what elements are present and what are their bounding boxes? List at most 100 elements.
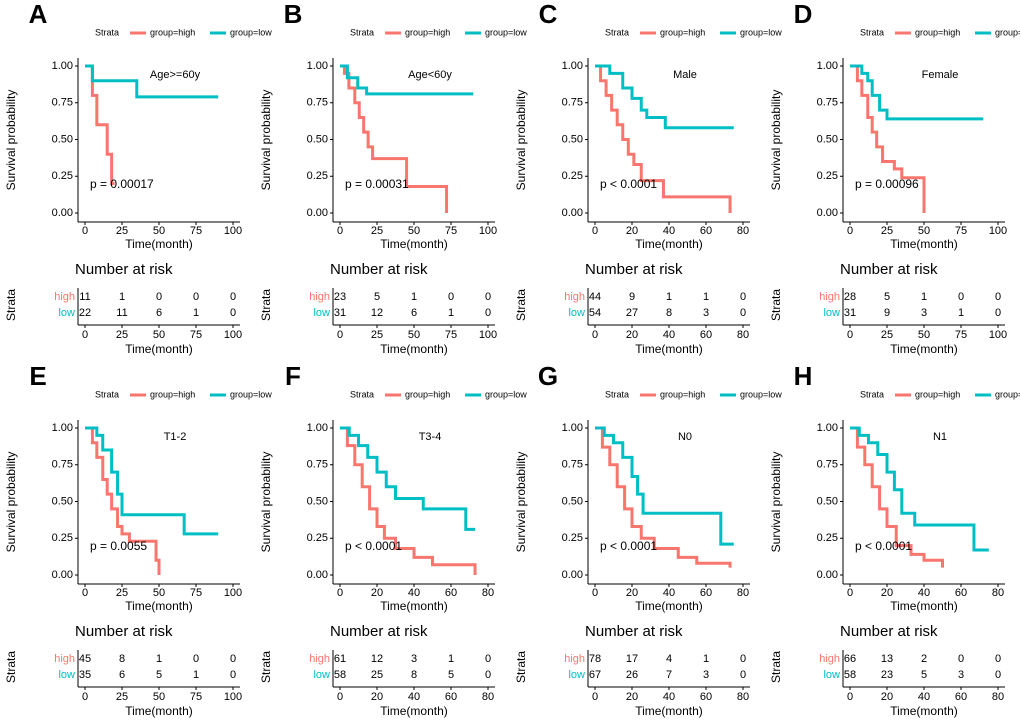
risk-count: 6	[411, 307, 417, 319]
risk-x-title: Time(month)	[125, 704, 193, 718]
x-tick-label: 40	[663, 225, 675, 237]
y-axis-title: Survival probability	[514, 452, 528, 553]
risk-y-title: Strata	[514, 289, 528, 321]
risk-row-label: low	[823, 669, 840, 681]
x-axis-title: Time(month)	[125, 599, 193, 613]
x-axis-title: Time(month)	[380, 237, 448, 251]
risk-count: 0	[995, 653, 1001, 665]
risk-row-label: high	[309, 291, 330, 303]
risk-row-label: high	[564, 291, 585, 303]
risk-count: 44	[589, 291, 601, 303]
risk-x-title: Time(month)	[635, 342, 703, 356]
risk-row-label: low	[313, 307, 330, 319]
risk-count: 0	[230, 307, 236, 319]
risk-count: 35	[79, 669, 91, 681]
risk-count: 1	[411, 291, 417, 303]
p-value: p < 0.0001	[600, 177, 657, 191]
legend-title: Strata	[605, 389, 629, 399]
risk-count: 9	[629, 291, 635, 303]
legend-label: group=low	[230, 389, 272, 399]
risk-count: 5	[884, 291, 890, 303]
y-tick-label: 0.50	[307, 495, 328, 507]
risk-count: 0	[156, 291, 162, 303]
y-tick-label: 1.00	[562, 422, 583, 434]
risk-x-tick-label: 20	[626, 329, 638, 341]
risk-x-tick-label: 100	[479, 329, 497, 341]
risk-title: Number at risk	[330, 623, 428, 640]
x-tick-label: 0	[592, 225, 598, 237]
risk-x-title: Time(month)	[380, 704, 448, 718]
risk-count: 1	[193, 307, 199, 319]
risk-y-title: Strata	[4, 651, 18, 683]
risk-count: 26	[626, 669, 638, 681]
x-tick-label: 25	[881, 225, 893, 237]
risk-x-tick-label: 40	[918, 691, 930, 703]
panel-label: B	[284, 0, 303, 29]
risk-y-title: Strata	[259, 289, 273, 321]
panel-subtitle: N1	[933, 431, 947, 443]
legend-label: group=low	[230, 27, 272, 37]
x-axis-title: Time(month)	[380, 599, 448, 613]
risk-x-tick-label: 0	[847, 329, 853, 341]
risk-count: 13	[881, 653, 893, 665]
risk-x-tick-label: 50	[153, 691, 165, 703]
risk-x-tick-label: 50	[918, 329, 930, 341]
p-value: p = 0.00096	[855, 177, 919, 191]
risk-x-tick-label: 80	[737, 329, 749, 341]
risk-count: 1	[958, 307, 964, 319]
risk-title: Number at risk	[75, 261, 173, 278]
legend-label: group=high	[405, 27, 450, 37]
risk-count: 0	[193, 653, 199, 665]
risk-x-title: Time(month)	[125, 342, 193, 356]
y-axis-title: Survival probability	[769, 452, 783, 553]
x-tick-label: 40	[663, 587, 675, 599]
panel-subtitle: T3-4	[419, 431, 442, 443]
risk-row-label: low	[313, 669, 330, 681]
risk-x-tick-label: 80	[737, 691, 749, 703]
y-tick-label: 0.75	[562, 97, 583, 109]
risk-count: 0	[740, 307, 746, 319]
risk-x-title: Time(month)	[635, 704, 703, 718]
panel-label: G	[538, 361, 558, 391]
risk-x-tick-label: 20	[371, 691, 383, 703]
y-tick-label: 1.00	[307, 422, 328, 434]
survival-curve	[340, 426, 476, 531]
risk-count: 54	[589, 307, 601, 319]
survival-curve	[595, 64, 734, 130]
risk-x-tick-label: 0	[82, 691, 88, 703]
x-tick-label: 80	[737, 225, 749, 237]
y-tick-label: 0.00	[52, 569, 73, 581]
y-tick-label: 1.00	[307, 60, 328, 72]
risk-count: 1	[193, 669, 199, 681]
legend-title: Strata	[95, 27, 119, 37]
risk-y-title: Strata	[4, 289, 18, 321]
x-tick-label: 50	[153, 225, 165, 237]
risk-count: 0	[995, 669, 1001, 681]
risk-x-tick-label: 50	[408, 329, 420, 341]
risk-count: 45	[79, 653, 91, 665]
risk-title: Number at risk	[585, 261, 683, 278]
risk-count: 58	[844, 669, 856, 681]
y-tick-label: 1.00	[52, 60, 73, 72]
y-tick-label: 0.75	[52, 97, 73, 109]
risk-count: 3	[703, 307, 709, 319]
risk-x-tick-label: 25	[116, 691, 128, 703]
risk-x-tick-label: 0	[592, 329, 598, 341]
risk-count: 1	[156, 653, 162, 665]
risk-count: 66	[844, 653, 856, 665]
survival-curve	[595, 426, 732, 568]
y-tick-label: 0.25	[562, 170, 583, 182]
risk-count: 11	[79, 291, 90, 303]
risk-row-label: high	[819, 653, 840, 665]
x-tick-label: 80	[992, 587, 1004, 599]
risk-x-title: Time(month)	[890, 704, 958, 718]
risk-count: 0	[740, 291, 746, 303]
survival-curve	[595, 64, 732, 213]
risk-count: 1	[666, 291, 672, 303]
survival-curve	[85, 426, 219, 536]
x-tick-label: 40	[918, 587, 930, 599]
y-tick-label: 0.00	[307, 207, 328, 219]
y-tick-label: 0.25	[817, 532, 838, 544]
y-axis-title: Survival probability	[514, 90, 528, 191]
legend-label: group=high	[405, 389, 450, 399]
